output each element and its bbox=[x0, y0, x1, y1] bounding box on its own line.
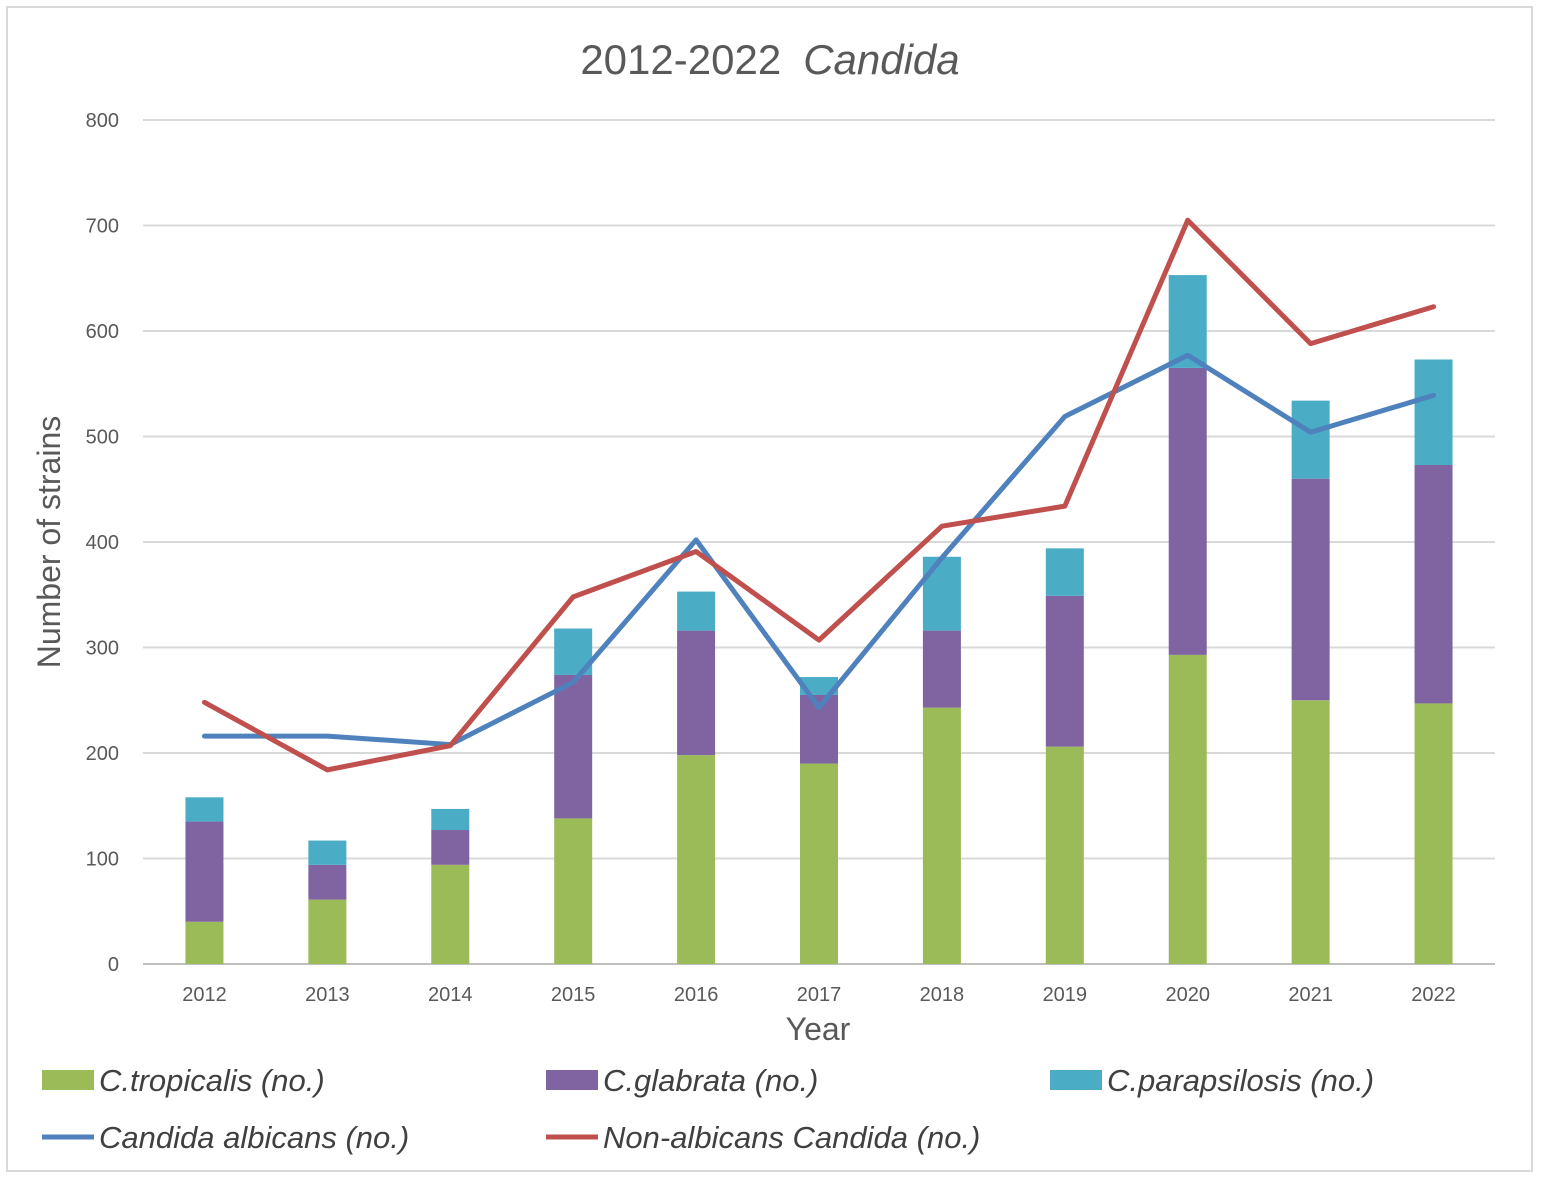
legend-label: C.glabrata (no.) bbox=[603, 1063, 818, 1098]
bar-segment bbox=[1414, 703, 1453, 964]
y-tick-label: 100 bbox=[86, 849, 119, 871]
x-axis-title: Year bbox=[786, 1011, 851, 1047]
bar-segment bbox=[1414, 359, 1453, 465]
x-tick-label: 2013 bbox=[305, 984, 350, 1006]
y-tick-label: 600 bbox=[86, 321, 119, 343]
bar-segment bbox=[677, 591, 716, 631]
y-tick-label: 400 bbox=[86, 532, 119, 554]
legend-swatch bbox=[42, 1070, 94, 1090]
legend-label: C.tropicalis (no.) bbox=[99, 1063, 325, 1098]
x-tick-label: 2014 bbox=[428, 984, 473, 1006]
series-line bbox=[201, 352, 1437, 748]
x-tick-label: 2012 bbox=[182, 984, 227, 1006]
bar-segment bbox=[1168, 367, 1207, 655]
bar-segment bbox=[677, 630, 716, 756]
bar-series bbox=[185, 275, 1453, 964]
bar-segment bbox=[1045, 548, 1084, 596]
bar-segment bbox=[922, 556, 961, 631]
y-tick-label: 300 bbox=[86, 638, 119, 660]
y-tick-label: 700 bbox=[86, 216, 119, 238]
bar-segment bbox=[1168, 275, 1207, 368]
legend-label: C.parapsilosis (no.) bbox=[1107, 1063, 1374, 1098]
legend-swatch bbox=[546, 1070, 598, 1090]
bar-segment bbox=[308, 840, 347, 865]
x-tick-label: 2019 bbox=[1043, 984, 1088, 1006]
y-tick-label: 800 bbox=[86, 110, 119, 132]
bar-segment bbox=[431, 808, 470, 831]
bar-segment bbox=[1291, 700, 1330, 964]
x-tick-label: 2021 bbox=[1288, 984, 1333, 1006]
bar-segment bbox=[431, 830, 470, 865]
x-tick-label: 2015 bbox=[551, 984, 596, 1006]
x-tick-label: 2016 bbox=[674, 984, 719, 1006]
legend-label: Candida albicans (no.) bbox=[99, 1120, 409, 1155]
y-axis-ticks: 0 100 200 300 400 500 600 700 800 bbox=[86, 110, 119, 976]
bar-segment bbox=[185, 797, 224, 822]
x-tick-label: 2022 bbox=[1411, 984, 1456, 1006]
legend-swatch bbox=[1050, 1070, 1102, 1090]
bar-segment bbox=[800, 763, 838, 964]
bar-segment bbox=[1414, 464, 1453, 704]
bar-segment bbox=[677, 755, 716, 964]
y-tick-label: 200 bbox=[86, 743, 119, 765]
bar-segment bbox=[922, 630, 961, 708]
bar-segment bbox=[554, 674, 593, 819]
legend: C.tropicalis (no.) C.glabrata (no.) C.para… bbox=[42, 1063, 1374, 1155]
x-tick-label: 2017 bbox=[797, 984, 842, 1006]
bar-segment bbox=[922, 707, 961, 964]
bar-segment bbox=[1045, 746, 1084, 964]
chart-title: 2012-2022 Candida bbox=[580, 36, 959, 83]
bar-segment bbox=[185, 821, 224, 922]
x-axis-ticks: 2012 2013 2014 2015 2016 2017 2018 2019 2020 2021… bbox=[182, 984, 1456, 1006]
bar-segment bbox=[1291, 478, 1330, 701]
y-axis-title: Number of strains bbox=[31, 416, 67, 669]
bar-segment bbox=[431, 864, 470, 964]
x-tick-label: 2020 bbox=[1165, 984, 1210, 1006]
legend-label: Non-albicans Candida (no.) bbox=[603, 1120, 980, 1155]
chart-frame bbox=[6, 6, 1533, 1172]
bar-segment bbox=[1045, 595, 1084, 747]
chart-title-main: 2012-2022 bbox=[580, 36, 781, 83]
y-tick-label: 0 bbox=[108, 954, 119, 976]
gridlines bbox=[143, 119, 1495, 965]
series-line bbox=[201, 217, 1437, 773]
bar-segment bbox=[308, 864, 347, 900]
bar-segment bbox=[1291, 400, 1330, 479]
bar-segment bbox=[1168, 654, 1207, 964]
x-tick-label: 2018 bbox=[920, 984, 965, 1006]
line-series bbox=[201, 217, 1437, 773]
bar-segment bbox=[185, 921, 224, 964]
bar-segment bbox=[308, 899, 347, 964]
bar-segment bbox=[554, 818, 593, 964]
y-tick-label: 500 bbox=[86, 427, 119, 449]
chart-title-italic: Candida bbox=[803, 36, 959, 83]
